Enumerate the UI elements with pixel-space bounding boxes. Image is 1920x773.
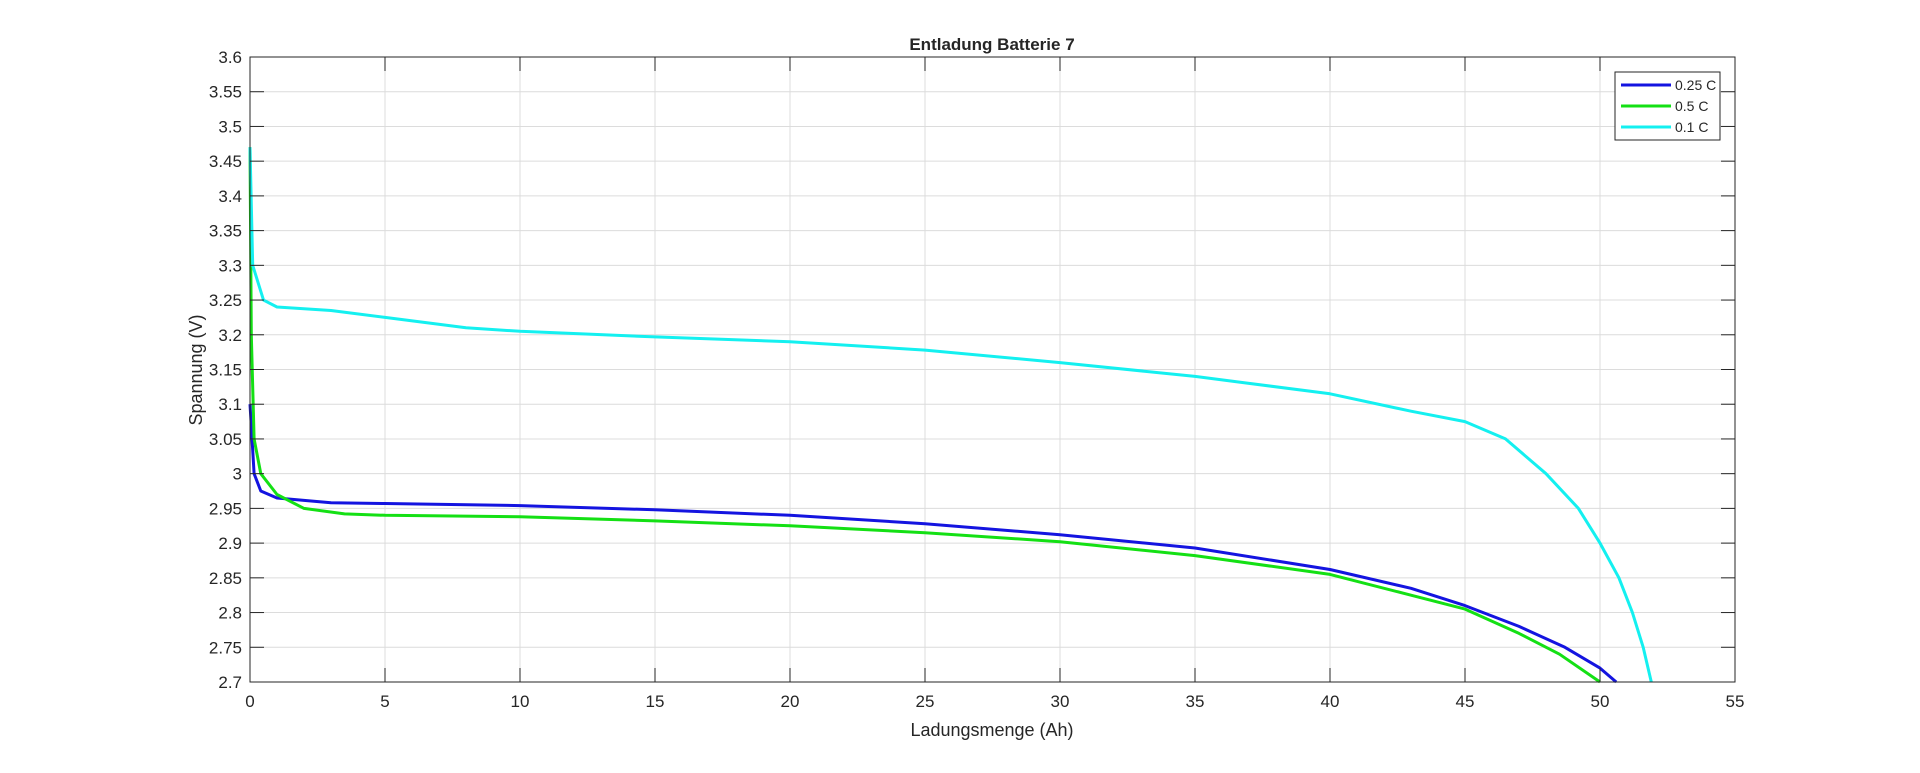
y-tick-label: 3.6 [218, 48, 242, 67]
y-tick-label: 2.75 [209, 638, 242, 657]
x-tick-label: 30 [1051, 692, 1070, 711]
y-tick-label: 3.55 [209, 83, 242, 102]
x-tick-label: 45 [1456, 692, 1475, 711]
y-tick-label: 3 [233, 465, 242, 484]
y-tick-label: 2.85 [209, 569, 242, 588]
y-tick-label: 3.5 [218, 117, 242, 136]
series-line-0-25-C [248, 404, 1618, 684]
legend-label: 0.5 C [1675, 98, 1708, 114]
grid [249, 56, 1736, 683]
series-line-0-5-C [248, 147, 1601, 684]
legend-label: 0.25 C [1675, 77, 1716, 93]
legend[interactable]: 0.25 C 0.5 C 0.1 C [1614, 71, 1721, 141]
y-tick-label: 2.9 [218, 534, 242, 553]
series-lines [248, 147, 1653, 684]
y-tick-label: 2.95 [209, 499, 242, 518]
series-line-0-1-C [248, 147, 1653, 683]
y-tick-label: 3.4 [218, 187, 242, 206]
x-axis-label: Ladungsmenge (Ah) [910, 720, 1073, 740]
x-tick-label: 25 [916, 692, 935, 711]
y-tick-label: 3.3 [218, 256, 242, 275]
y-tick-label: 3.25 [209, 291, 242, 310]
x-tick-label: 40 [1321, 692, 1340, 711]
y-tick-label: 3.1 [218, 395, 242, 414]
legend-label: 0.1 C [1675, 119, 1708, 135]
x-tick-label: 0 [245, 692, 254, 711]
y-tick-label: 3.45 [209, 152, 242, 171]
y-tick-label: 2.7 [218, 673, 242, 692]
ticks: 0 5 10 15 20 25 30 35 40 45 50 55 2.7 2.75 2.8 2.85 2.9 2… [209, 48, 1745, 711]
x-tick-label: 20 [781, 692, 800, 711]
y-tick-label: 2.8 [218, 604, 242, 623]
x-tick-label: 50 [1591, 692, 1610, 711]
y-tick-label: 3.2 [218, 326, 242, 345]
y-tick-label: 3.35 [209, 222, 242, 241]
y-tick-label: 3.05 [209, 430, 242, 449]
x-tick-label: 55 [1726, 692, 1745, 711]
x-tick-label: 15 [646, 692, 665, 711]
x-tick-label: 5 [380, 692, 389, 711]
y-axis-label: Spannung (V) [186, 314, 206, 425]
y-tick-label: 3.15 [209, 361, 242, 380]
x-tick-label: 35 [1186, 692, 1205, 711]
x-tick-label: 10 [511, 692, 530, 711]
chart-title: Entladung Batterie 7 [909, 35, 1074, 54]
